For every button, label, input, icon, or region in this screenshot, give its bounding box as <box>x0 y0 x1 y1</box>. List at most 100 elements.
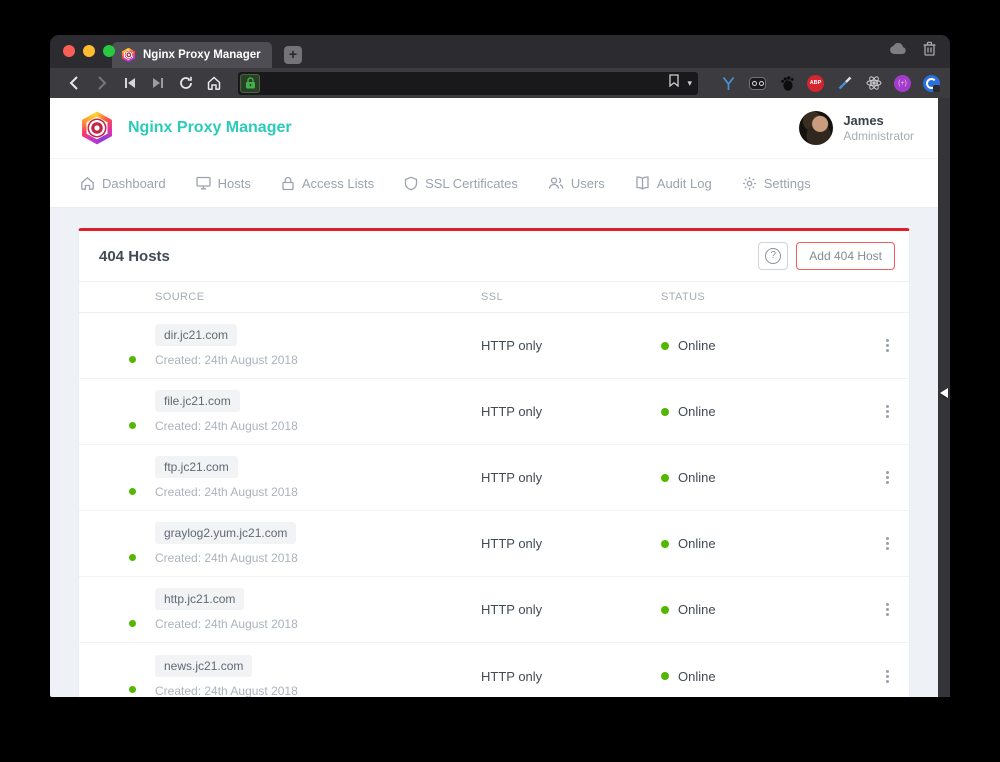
host-badge[interactable]: dir.jc21.com <box>155 324 238 346</box>
host-badge[interactable]: file.jc21.com <box>155 390 240 412</box>
online-dot <box>127 419 138 431</box>
row-actions-menu[interactable] <box>865 339 909 352</box>
npm-logo <box>82 111 112 145</box>
home-button[interactable] <box>202 72 226 94</box>
bookmark-dropdown-caret[interactable]: ▾ <box>687 77 692 88</box>
pen-extension-icon[interactable] <box>836 75 853 92</box>
status-cell: Online <box>661 602 865 617</box>
nav-item-users[interactable]: Users <box>548 176 605 191</box>
nav-item-settings[interactable]: Settings <box>742 176 811 191</box>
reload-button[interactable] <box>174 72 198 94</box>
host-badge[interactable]: news.jc21.com <box>155 654 253 677</box>
status-dot <box>661 473 669 482</box>
online-dot <box>127 353 138 365</box>
status-dot <box>661 672 669 680</box>
nav-item-access-lists[interactable]: Access Lists <box>281 176 374 191</box>
online-dot <box>127 684 138 695</box>
status-cell: Online <box>661 404 865 419</box>
owner-avatar <box>101 460 138 497</box>
owner-avatar <box>101 592 138 629</box>
new-tab-button[interactable]: + <box>284 46 302 64</box>
status-cell: Online <box>661 338 865 353</box>
owner-avatar <box>101 526 138 563</box>
page-viewport: Nginx Proxy Manager James Administrator … <box>50 98 950 697</box>
status-dot <box>661 407 669 416</box>
nav-item-hosts[interactable]: Hosts <box>195 176 251 191</box>
row-actions-menu[interactable] <box>865 669 909 683</box>
blue-pick-extension-icon[interactable] <box>720 75 737 92</box>
host-badge[interactable]: http.jc21.com <box>155 588 245 610</box>
created-date: Created: 24th August 2018 <box>155 683 298 698</box>
created-date: Created: 24th August 2018 <box>155 617 298 631</box>
status-dot <box>661 539 669 548</box>
online-dot <box>127 485 138 497</box>
browser-window: Nginx Proxy Manager + <box>50 35 950 697</box>
status-cell: Online <box>661 470 865 485</box>
owner-avatar <box>101 328 138 365</box>
row-actions-menu[interactable] <box>865 537 909 550</box>
sync-cloud-icon[interactable] <box>889 42 907 60</box>
app-header: Nginx Proxy Manager James Administrator <box>50 98 938 158</box>
lock-icon <box>282 176 294 190</box>
table-header: SOURCE SSL STATUS <box>79 281 909 313</box>
bookmark-icon[interactable] <box>669 74 680 92</box>
table-row[interactable]: http.jc21.com Created: 24th August 2018 H… <box>79 577 909 643</box>
page-title: 404 Hosts <box>99 247 170 265</box>
ssl-lock-icon[interactable] <box>240 73 260 93</box>
browser-tab[interactable]: Nginx Proxy Manager <box>112 42 272 68</box>
blue-clock-extension-icon[interactable] <box>923 74 940 92</box>
back-button[interactable] <box>62 72 86 94</box>
table-row[interactable]: dir.jc21.com Created: 24th August 2018 HT… <box>79 313 909 379</box>
purple-extension-icon[interactable]: (+) <box>894 74 911 92</box>
app-title: Nginx Proxy Manager <box>128 119 292 136</box>
hosts-card: 404 Hosts ? Add 404 Host SOURCE SSL STAT… <box>78 228 910 697</box>
table-row[interactable]: graylog2.yum.jc21.com Created: 24th Augus… <box>79 511 909 577</box>
book-icon <box>636 176 649 190</box>
column-header-ssl: SSL <box>481 291 503 303</box>
status-dot <box>661 341 669 350</box>
add-404-host-button[interactable]: Add 404 Host <box>796 242 895 270</box>
forward-button[interactable] <box>90 72 114 94</box>
favicon-npm-logo <box>121 47 136 63</box>
user-menu[interactable]: James Administrator <box>799 111 914 145</box>
atom-extension-icon[interactable] <box>865 75 882 92</box>
row-actions-menu[interactable] <box>865 603 909 616</box>
fast-forward-button[interactable] <box>146 72 170 94</box>
host-badge[interactable]: graylog2.yum.jc21.com <box>155 522 297 544</box>
online-dot <box>127 551 138 563</box>
rewind-button[interactable] <box>118 72 142 94</box>
table-row[interactable]: ftp.jc21.com Created: 24th August 2018 HT… <box>79 445 909 511</box>
gear-icon <box>742 176 756 190</box>
zoom-window-button[interactable] <box>103 45 115 57</box>
main-nav: Dashboard Hosts Access Lists SSL Certifi… <box>50 158 938 208</box>
host-badge[interactable]: ftp.jc21.com <box>155 456 238 478</box>
nav-item-dashboard[interactable]: Dashboard <box>80 176 166 191</box>
tab-title: Nginx Proxy Manager <box>143 49 261 61</box>
adblock-plus-extension-icon[interactable]: ABP <box>807 74 824 92</box>
row-actions-menu[interactable] <box>865 405 909 418</box>
row-actions-menu[interactable] <box>865 471 909 484</box>
owner-avatar <box>101 394 138 431</box>
question-mark-icon: ? <box>765 248 782 264</box>
address-bar[interactable]: ▾ <box>238 71 698 95</box>
browser-toolbar: ▾ ABP (+) <box>50 68 950 98</box>
window-controls <box>63 45 115 57</box>
column-header-source: SOURCE <box>155 291 205 303</box>
table-row[interactable]: news.jc21.com Created: 24th August 2018 H… <box>79 643 909 697</box>
home-icon <box>81 176 94 190</box>
robot-goggles-extension-icon[interactable] <box>749 76 766 90</box>
nav-item-audit-log[interactable]: Audit Log <box>635 176 712 191</box>
user-avatar <box>799 111 834 145</box>
created-date: Created: 24th August 2018 <box>155 485 298 499</box>
gnome-foot-extension-icon[interactable] <box>778 75 795 92</box>
extension-icons: ABP (+) <box>720 74 940 92</box>
help-button[interactable]: ? <box>758 242 789 270</box>
minimize-window-button[interactable] <box>83 45 95 57</box>
monitor-icon <box>195 176 211 190</box>
table-row[interactable]: file.jc21.com Created: 24th August 2018 H… <box>79 379 909 445</box>
mouse-cursor <box>940 388 948 398</box>
nav-item-ssl-certificates[interactable]: SSL Certificates <box>404 176 518 191</box>
close-window-button[interactable] <box>63 45 75 57</box>
online-dot <box>127 617 138 629</box>
trash-icon[interactable] <box>923 41 936 61</box>
